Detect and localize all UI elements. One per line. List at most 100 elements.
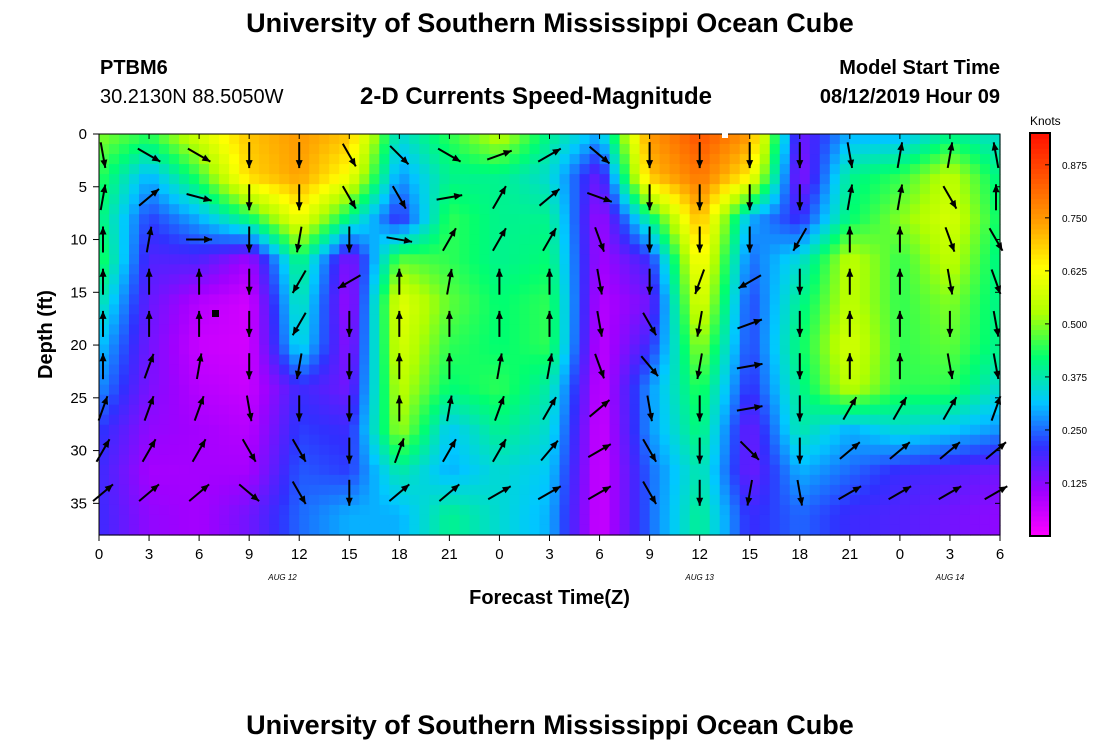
heatmap-cell (529, 294, 541, 306)
heatmap-cell (659, 224, 671, 235)
heatmap-cell (279, 404, 290, 416)
heatmap-cell (749, 514, 761, 526)
heatmap-cell (849, 284, 861, 296)
heatmap-cell (699, 204, 711, 215)
heatmap-cell (679, 344, 691, 356)
current-vector (596, 310, 604, 337)
current-vector (896, 226, 904, 253)
heatmap-cell (819, 464, 831, 476)
heatmap-cell (599, 374, 611, 386)
heatmap-cell (549, 454, 561, 466)
heatmap-cell (589, 134, 601, 145)
heatmap-cell (349, 394, 360, 406)
heatmap-cell (679, 404, 691, 416)
heatmap-cell (139, 284, 150, 296)
heatmap-cell (719, 164, 731, 175)
current-vector (138, 483, 160, 502)
heatmap-cell (609, 184, 621, 195)
heatmap-cell (119, 484, 130, 496)
heatmap-cell (919, 244, 931, 255)
heatmap-cell (539, 204, 551, 215)
heatmap-cell (249, 434, 260, 446)
heatmap-cell (599, 244, 611, 255)
heatmap-cell (179, 224, 190, 235)
heatmap-cell (279, 184, 290, 195)
heatmap-cell (439, 524, 450, 536)
footer-title: University of Southern Mississippi Ocean… (246, 710, 854, 740)
heatmap-cell (499, 244, 511, 255)
colorbar-segment (1030, 133, 1050, 139)
heatmap-cell (699, 364, 711, 376)
heatmap-cell (379, 324, 390, 336)
heatmap-cell (209, 334, 220, 346)
heatmap-cell (839, 344, 851, 356)
heatmap-cell (599, 274, 611, 285)
heatmap-cell (109, 454, 120, 466)
heatmap-cell (229, 494, 240, 506)
heatmap-cell (719, 524, 731, 536)
current-vector (889, 441, 911, 460)
heatmap-cell (99, 374, 110, 386)
heatmap-cell (819, 264, 831, 275)
heatmap-cell (609, 444, 621, 456)
heatmap-cell (189, 424, 200, 436)
heatmap-cell (329, 434, 340, 446)
heatmap-cell (169, 274, 180, 285)
heatmap-cell (359, 154, 370, 165)
heatmap-cell (399, 344, 410, 356)
current-vector (99, 142, 108, 169)
heatmap-cell (569, 244, 581, 255)
heatmap-cell (149, 384, 160, 396)
heatmap-cell (909, 474, 921, 486)
heatmap-cell (949, 264, 961, 275)
current-vector (238, 483, 260, 502)
heatmap-cell (539, 494, 551, 506)
heatmap-cell (639, 454, 651, 466)
heatmap-cell (219, 424, 230, 436)
heatmap-cell (259, 344, 270, 356)
heatmap-cell (439, 214, 450, 225)
heatmap-cell (379, 464, 390, 476)
heatmap-cell (679, 334, 691, 346)
heatmap-cell (779, 364, 791, 376)
heatmap-cell (129, 304, 140, 316)
heatmap-cell (239, 414, 250, 426)
colorbar-segment (1030, 148, 1050, 154)
colorbar-segment (1030, 263, 1050, 270)
heatmap-cell (469, 214, 481, 225)
heatmap-cell (689, 254, 701, 265)
heatmap-cell (669, 464, 681, 476)
heatmap-cell (289, 444, 300, 456)
heatmap-cell (699, 514, 711, 526)
heatmap-cell (899, 364, 911, 376)
heatmap-cell (789, 284, 801, 296)
heatmap-cell (379, 254, 390, 265)
heatmap-cell (299, 214, 310, 225)
heatmap-cell (879, 154, 891, 165)
heatmap-cell (859, 434, 871, 446)
heatmap-cell (649, 194, 661, 205)
heatmap-cell (959, 324, 971, 336)
heatmap-cell (599, 204, 611, 215)
heatmap-cell (539, 454, 551, 466)
heatmap-cell (959, 384, 971, 396)
heatmap-cell (119, 424, 130, 436)
heatmap-cell (259, 234, 270, 245)
heatmap-cell (569, 284, 581, 296)
heatmap-cell (679, 224, 691, 235)
colorbar-segment (1030, 465, 1050, 472)
heatmap-cell (739, 344, 751, 356)
current-vector (896, 268, 904, 295)
heatmap-cell (319, 464, 330, 476)
heatmap-cell (179, 264, 190, 275)
heatmap-cell (809, 414, 821, 426)
heatmap-cell (539, 164, 551, 175)
heatmap-cell (149, 184, 160, 195)
heatmap-cell (899, 154, 911, 165)
heatmap-cell (259, 284, 270, 296)
heatmap-cell (769, 234, 781, 245)
heatmap-cell (609, 434, 621, 446)
heatmap-cell (279, 514, 290, 526)
heatmap-cell (679, 484, 691, 496)
heatmap-cell (699, 324, 711, 336)
